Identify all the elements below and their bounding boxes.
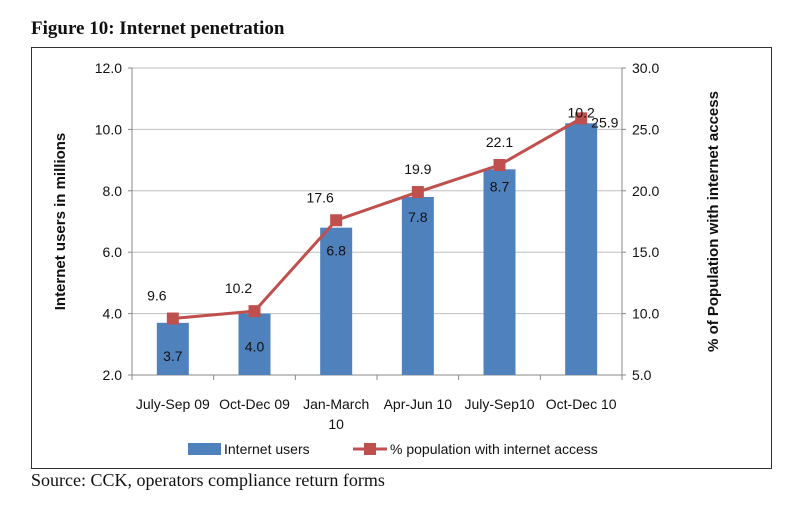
bar-5 [565,123,598,375]
y-tick-label: 12.0 [95,60,122,76]
bar-label-5: 10.2 [568,104,595,120]
line-marker-2 [330,214,343,227]
line-label-1: 10.2 [225,280,252,296]
source-note: Source: CCK, operators compliance return… [31,470,385,490]
y-tick-label: 6.0 [103,244,123,260]
bar-4 [483,169,516,375]
y2-tick-label: 10.0 [632,306,659,322]
y-tick-label: 8.0 [103,183,123,199]
bar-label-1: 4.0 [245,339,265,355]
y2-tick-label: 20.0 [632,183,659,199]
bar-label-0: 3.7 [163,348,183,364]
line-marker-5 [575,112,588,125]
legend-marker-swatch [364,443,376,455]
bar-3 [401,196,434,375]
line-label-5: 25.9 [591,114,618,130]
x-tick-label: Oct-Dec 10 [546,396,617,412]
y2-tick-label: 15.0 [632,244,659,260]
line-label-2: 17.6 [307,189,334,205]
y2-tick-label: 25.0 [632,121,659,137]
bar-2 [320,227,353,375]
line-series [172,117,582,321]
y-tick-label: 10.0 [95,121,122,137]
y-axis-title: Internet users in millions [52,133,69,311]
bar-label-4: 8.7 [490,178,510,194]
line-label-3: 19.9 [404,161,431,177]
line-marker-1 [248,305,261,318]
bar-label-3: 7.8 [408,209,428,225]
x-tick-label: Oct-Dec 09 [219,396,290,412]
figure-title: Figure 10: Internet penetration [31,18,285,39]
y2-axis-title: % of Population with internet access [705,91,722,352]
y2-tick-label: 30.0 [632,60,659,76]
x-tick-label: Jan-March [303,396,369,412]
legend-label-bars: Internet users [224,441,310,457]
line-label-4: 22.1 [486,134,513,150]
bar-label-2: 6.8 [326,243,346,259]
line-marker-3 [411,186,424,199]
line-marker-0 [166,312,179,325]
chart-frame [31,47,772,469]
bar-1 [238,313,271,375]
y-tick-label: 4.0 [103,306,123,322]
x-tick-label: July-Sep10 [464,396,534,412]
y-tick-label: 2.0 [103,367,123,383]
x-tick-label: Apr-Jun 10 [384,396,453,412]
line-marker-4 [493,159,506,172]
x-tick-label: 10 [328,416,344,432]
y2-tick-label: 5.0 [632,367,652,383]
x-tick-label: July-Sep 09 [136,396,210,412]
legend-label-line: % population with internet access [390,441,598,457]
line-label-0: 9.6 [147,288,167,304]
bar-0 [156,322,189,375]
legend-bar-swatch [188,443,221,455]
